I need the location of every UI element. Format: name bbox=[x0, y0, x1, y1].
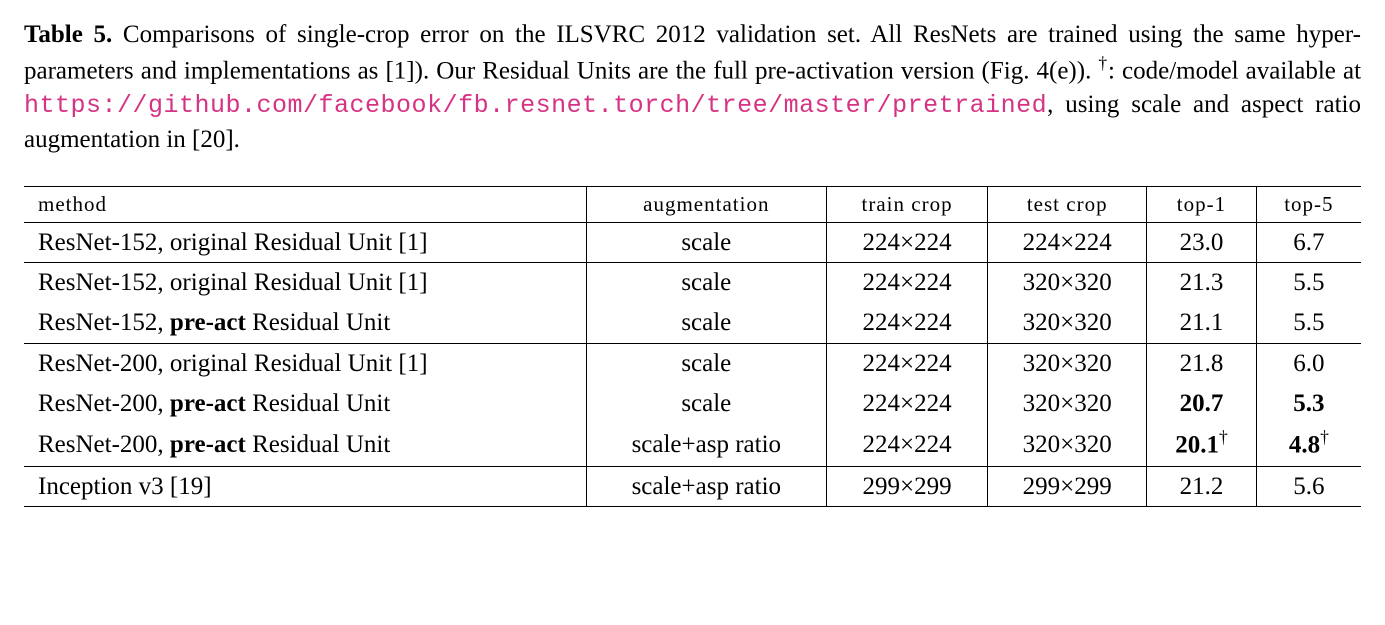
cell-train-crop: 224×224 bbox=[826, 343, 987, 383]
cell-method: ResNet-200, pre-act Residual Unit bbox=[24, 384, 586, 424]
method-bold: pre-act bbox=[170, 431, 246, 458]
table-row: ResNet-152, original Residual Unit [1] sc… bbox=[24, 222, 1361, 263]
cell-top1: 20.1† bbox=[1147, 423, 1257, 466]
top1-value: 20.1 bbox=[1175, 432, 1219, 459]
cell-method: ResNet-152, pre-act Residual Unit bbox=[24, 303, 586, 343]
table-body: ResNet-152, original Residual Unit [1] sc… bbox=[24, 222, 1361, 507]
cell-train-crop: 224×224 bbox=[826, 384, 987, 424]
method-text: Inception v3 [19] bbox=[38, 473, 212, 500]
top5-value: 4.8 bbox=[1289, 432, 1320, 459]
cell-top5: 5.5 bbox=[1256, 263, 1361, 303]
method-text: ResNet-152, original Residual Unit [1] bbox=[38, 229, 428, 256]
top1-value: 20.7 bbox=[1180, 390, 1224, 417]
cell-augmentation: scale bbox=[586, 263, 826, 303]
cell-top5: 5.5 bbox=[1256, 303, 1361, 343]
top5-value: 5.5 bbox=[1293, 269, 1324, 296]
cell-top5: 6.0 bbox=[1256, 343, 1361, 383]
cell-method: ResNet-152, original Residual Unit [1] bbox=[24, 263, 586, 303]
table-row: ResNet-200, pre-act Residual Unitscale+a… bbox=[24, 423, 1361, 466]
table-header-row: methodaugmentationtrain croptest croptop… bbox=[24, 187, 1361, 222]
cell-augmentation: scale bbox=[586, 384, 826, 424]
top1-value: 21.8 bbox=[1180, 350, 1224, 377]
method-text: ResNet-152, original Residual Unit [1] bbox=[38, 269, 428, 296]
cell-augmentation: scale bbox=[586, 303, 826, 343]
cell-top1: 23.0 bbox=[1147, 222, 1257, 263]
method-text: Residual Unit bbox=[246, 309, 390, 336]
caption-dagger: † bbox=[1098, 53, 1108, 73]
col-header-test_crop: test crop bbox=[988, 187, 1147, 222]
cell-augmentation: scale bbox=[586, 222, 826, 263]
method-bold: pre-act bbox=[170, 390, 246, 417]
method-text: Residual Unit bbox=[246, 390, 390, 417]
top5-value: 5.3 bbox=[1293, 390, 1324, 417]
cell-train-crop: 224×224 bbox=[826, 303, 987, 343]
cell-top5: 4.8† bbox=[1256, 423, 1361, 466]
method-text: ResNet-152, bbox=[38, 309, 170, 336]
top5-value: 6.7 bbox=[1293, 229, 1324, 256]
cell-method: Inception v3 [19] bbox=[24, 466, 586, 507]
table-row: Inception v3 [19]scale+asp ratio299×2992… bbox=[24, 466, 1361, 507]
cell-top5: 6.7 bbox=[1256, 222, 1361, 263]
cell-top1: 20.7 bbox=[1147, 384, 1257, 424]
cell-test-crop: 299×299 bbox=[988, 466, 1147, 507]
cell-top5: 5.3 bbox=[1256, 384, 1361, 424]
top1-value: 21.1 bbox=[1180, 309, 1224, 336]
cell-test-crop: 320×320 bbox=[988, 303, 1147, 343]
cell-test-crop: 320×320 bbox=[988, 263, 1147, 303]
cell-augmentation: scale+asp ratio bbox=[586, 423, 826, 466]
results-table: methodaugmentationtrain croptest croptop… bbox=[24, 186, 1361, 507]
top1-value: 23.0 bbox=[1180, 229, 1224, 256]
cell-method: ResNet-152, original Residual Unit [1] bbox=[24, 222, 586, 263]
dagger-mark: † bbox=[1219, 427, 1228, 447]
table-caption: Table 5. Comparisons of single-crop erro… bbox=[24, 18, 1361, 156]
cell-augmentation: scale+asp ratio bbox=[586, 466, 826, 507]
cell-train-crop: 224×224 bbox=[826, 263, 987, 303]
method-text: Residual Unit bbox=[246, 431, 390, 458]
col-header-method: method bbox=[24, 187, 586, 222]
table-row: ResNet-152, pre-act Residual Unitscale22… bbox=[24, 303, 1361, 343]
top1-value: 21.2 bbox=[1180, 473, 1224, 500]
cell-train-crop: 224×224 bbox=[826, 222, 987, 263]
dagger-mark: † bbox=[1320, 427, 1329, 447]
table-row: ResNet-152, original Residual Unit [1] sc… bbox=[24, 263, 1361, 303]
cell-method: ResNet-200, pre-act Residual Unit bbox=[24, 423, 586, 466]
cell-test-crop: 320×320 bbox=[988, 423, 1147, 466]
method-text: ResNet-200, original Residual Unit [1] bbox=[38, 350, 428, 377]
cell-method: ResNet-200, original Residual Unit [1] bbox=[24, 343, 586, 383]
cell-top1: 21.2 bbox=[1147, 466, 1257, 507]
caption-url-link[interactable]: https://github.com/facebook/fb.resnet.to… bbox=[24, 91, 1047, 120]
cell-top1: 21.8 bbox=[1147, 343, 1257, 383]
col-header-top1: top-1 bbox=[1147, 187, 1257, 222]
col-header-augmentation: augmentation bbox=[586, 187, 826, 222]
cell-top5: 5.6 bbox=[1256, 466, 1361, 507]
cell-test-crop: 320×320 bbox=[988, 384, 1147, 424]
table-row: ResNet-200, original Residual Unit [1] sc… bbox=[24, 343, 1361, 383]
cell-train-crop: 224×224 bbox=[826, 423, 987, 466]
cell-test-crop: 224×224 bbox=[988, 222, 1147, 263]
cell-top1: 21.1 bbox=[1147, 303, 1257, 343]
method-bold: pre-act bbox=[170, 309, 246, 336]
top5-value: 5.6 bbox=[1293, 473, 1324, 500]
cell-top1: 21.3 bbox=[1147, 263, 1257, 303]
cell-train-crop: 299×299 bbox=[826, 466, 987, 507]
top5-value: 5.5 bbox=[1293, 309, 1324, 336]
cell-augmentation: scale bbox=[586, 343, 826, 383]
col-header-train_crop: train crop bbox=[826, 187, 987, 222]
table-row: ResNet-200, pre-act Residual Unitscale22… bbox=[24, 384, 1361, 424]
top1-value: 21.3 bbox=[1180, 269, 1224, 296]
cell-test-crop: 320×320 bbox=[988, 343, 1147, 383]
caption-text-2: : code/model available at bbox=[1108, 57, 1361, 84]
col-header-top5: top-5 bbox=[1256, 187, 1361, 222]
caption-label: Table 5. bbox=[24, 21, 112, 48]
top5-value: 6.0 bbox=[1293, 350, 1324, 377]
table-head: methodaugmentationtrain croptest croptop… bbox=[24, 187, 1361, 222]
method-text: ResNet-200, bbox=[38, 390, 170, 417]
method-text: ResNet-200, bbox=[38, 431, 170, 458]
